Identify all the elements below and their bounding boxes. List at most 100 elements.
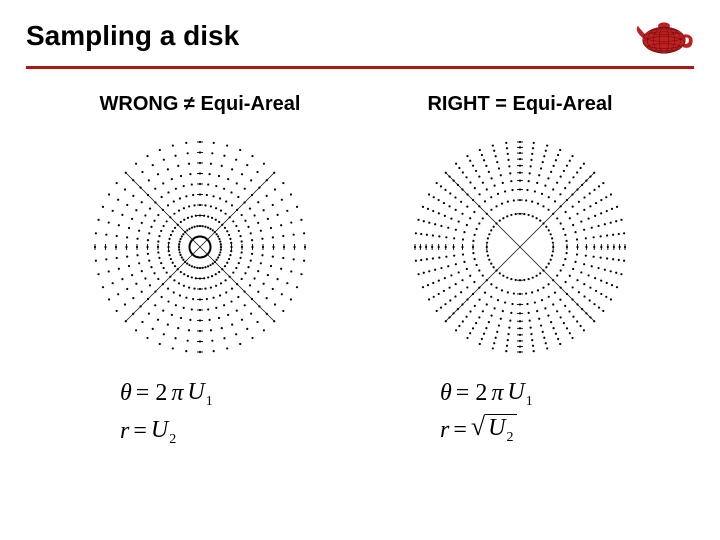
ring-dot — [179, 238, 181, 240]
ring-dot — [183, 185, 185, 187]
ring-dot — [213, 350, 215, 352]
ring-dot — [433, 296, 435, 298]
ring-dot — [257, 201, 259, 203]
ring-dot — [183, 207, 185, 209]
ring-dot — [153, 220, 155, 222]
ring-dot — [443, 290, 445, 292]
ring-dot — [597, 267, 599, 269]
ring-dot — [140, 187, 142, 189]
ring-dot — [612, 258, 614, 260]
ring-dot — [116, 235, 118, 237]
ring-dot — [498, 324, 500, 326]
ring-dot — [263, 209, 265, 211]
ring-dot — [458, 325, 460, 327]
ring-dot — [260, 230, 262, 232]
ring-dot — [102, 206, 104, 208]
ring-dot — [422, 286, 424, 288]
ring-dot — [102, 286, 104, 288]
u-letter: U — [187, 379, 204, 405]
ring-dot — [154, 188, 156, 190]
left-disk — [85, 132, 315, 362]
ring-dot — [188, 286, 190, 288]
ring-dot — [527, 278, 529, 280]
ring-dot — [496, 331, 498, 333]
ring-dot — [204, 226, 206, 228]
ring-dot — [272, 288, 274, 290]
ring-dot — [502, 182, 504, 184]
ring-dot — [559, 343, 561, 345]
ring-dot — [600, 293, 602, 295]
ring-dot — [229, 276, 231, 278]
ring-dot — [461, 213, 463, 215]
ring-dot — [280, 224, 282, 226]
ring-dot — [135, 329, 137, 331]
ring-dot — [572, 176, 574, 178]
ring-dot — [208, 173, 210, 175]
ring-dot — [215, 207, 217, 209]
ring-dot — [493, 266, 495, 268]
ring-dot — [166, 271, 168, 273]
ring-dot — [554, 292, 556, 294]
ring-dot — [247, 266, 249, 268]
ring-dot — [97, 219, 99, 221]
ring-dot — [209, 264, 211, 266]
ring-dot — [547, 314, 549, 316]
ring-dot — [263, 329, 265, 331]
ring-dot — [231, 288, 233, 290]
ring-dot — [531, 339, 533, 341]
ring-dot — [572, 286, 574, 288]
ring-dot — [185, 195, 187, 197]
u-var: U1 — [507, 374, 532, 412]
ring-dot — [610, 193, 612, 195]
ring-dot — [216, 233, 218, 235]
ring-dot — [593, 189, 595, 191]
ring-dot — [280, 268, 282, 270]
ring-dot — [160, 262, 162, 264]
ring-dot — [251, 239, 253, 241]
ring-dot — [171, 178, 173, 180]
ring-dot — [218, 221, 220, 223]
ring-dot — [536, 275, 538, 277]
ring-dot — [204, 204, 206, 206]
ring-dot — [556, 274, 558, 276]
ring-dot — [105, 234, 107, 236]
ring-dot — [167, 204, 169, 206]
ring-dot — [159, 343, 161, 345]
ring-dot — [462, 320, 464, 322]
ring-dot — [258, 305, 260, 307]
ring-dot — [534, 301, 536, 303]
ring-dot — [282, 310, 284, 312]
ring-dot — [250, 179, 252, 181]
ring-dot — [611, 284, 613, 286]
ring-dot — [600, 212, 602, 214]
ring-dot — [620, 273, 622, 275]
ring-dot — [552, 250, 554, 252]
ring-dot — [266, 195, 268, 197]
ring-dot — [591, 265, 593, 267]
ring-dot — [249, 284, 251, 286]
ring-dot — [174, 155, 176, 157]
ring-dot — [476, 264, 478, 266]
ring-dot — [191, 276, 193, 278]
ring-dot — [515, 213, 517, 215]
ring-dot — [270, 227, 272, 229]
ring-dot — [444, 215, 446, 217]
ring-dot — [496, 161, 498, 163]
ring-dot — [493, 307, 495, 309]
ring-dot — [593, 172, 595, 174]
ring-dot — [530, 165, 532, 167]
ring-dot — [260, 262, 262, 264]
ring-dot — [207, 215, 209, 217]
ring-dot — [218, 317, 220, 319]
ring-dot — [170, 258, 172, 260]
ring-dot — [583, 196, 585, 198]
ring-dot — [538, 318, 540, 320]
ring-dot — [296, 286, 298, 288]
ring-dot — [484, 200, 486, 202]
ring-dot — [157, 278, 159, 280]
ring-dot — [206, 194, 208, 196]
ring-dot — [452, 179, 454, 181]
ring-dot — [545, 226, 547, 228]
ring-dot — [183, 285, 185, 287]
ring-dot — [162, 182, 164, 184]
